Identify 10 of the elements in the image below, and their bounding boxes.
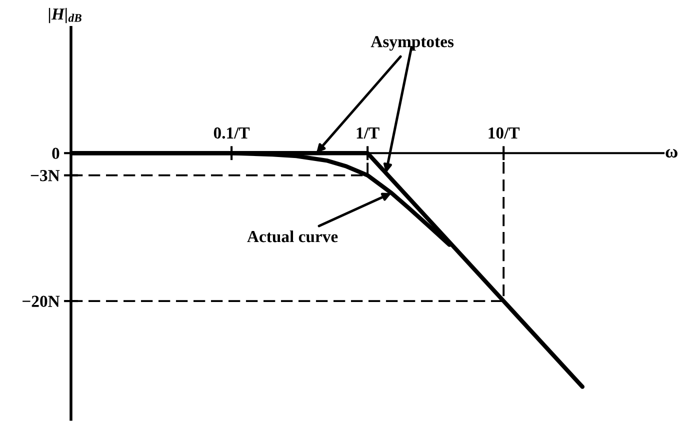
- y-tick-label: 0: [52, 148, 60, 160]
- annotation: Asymptotes: [370, 36, 454, 51]
- y-axis-title: |H|$_{dB}$: [48, 8, 82, 24]
- annotation: Actual curve: [247, 230, 338, 242]
- y-tick-label: −20N: [22, 296, 60, 307]
- y-tick-label: −3N: [30, 170, 60, 182]
- x-tick-label: 1/T: [356, 127, 380, 139]
- x-axis-title: ω: [666, 148, 678, 158]
- x-tick-label: 10/T: [488, 127, 520, 139]
- x-tick-label: 0.1/T: [214, 127, 250, 139]
